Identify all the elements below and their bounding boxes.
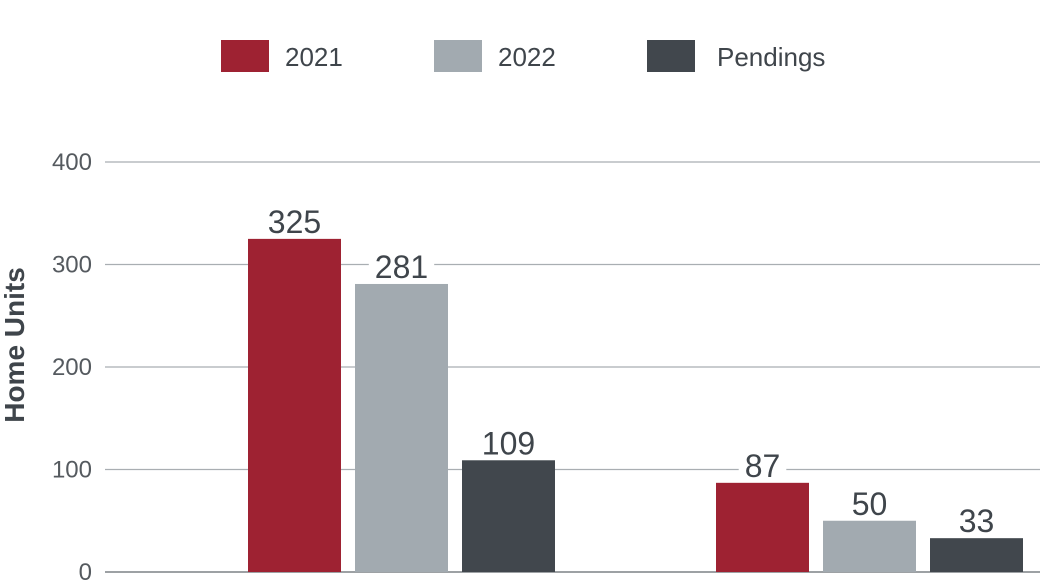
data-label: 109 bbox=[482, 425, 535, 461]
y-tick-label: 0 bbox=[79, 559, 92, 585]
data-label: 33 bbox=[959, 503, 995, 539]
y-axis-label: Home Units bbox=[0, 267, 30, 423]
legend-swatch bbox=[221, 40, 269, 72]
bar bbox=[248, 238, 341, 572]
legend-label: Pendings bbox=[717, 42, 825, 72]
y-tick-label: 400 bbox=[52, 149, 92, 176]
bar bbox=[930, 538, 1023, 572]
data-label: 325 bbox=[268, 204, 321, 240]
legend: 2021 2022 Pendings bbox=[221, 40, 825, 72]
data-label: 281 bbox=[375, 249, 428, 285]
data-label-background bbox=[738, 451, 787, 480]
legend-swatch bbox=[434, 40, 482, 72]
grid-lines bbox=[105, 161, 1040, 573]
data-labels: 325 281 109 87 50 33 bbox=[261, 204, 1001, 539]
bars bbox=[248, 238, 1023, 572]
y-tick-label: 200 bbox=[52, 354, 92, 381]
bar bbox=[716, 482, 809, 572]
y-tick-label: 300 bbox=[52, 252, 92, 279]
y-tick-label: 100 bbox=[52, 457, 92, 484]
data-label-background bbox=[952, 507, 1001, 536]
legend-swatch bbox=[647, 40, 695, 72]
data-label-background bbox=[261, 207, 328, 236]
data-label-background bbox=[368, 252, 435, 281]
data-label-background bbox=[845, 489, 894, 518]
data-label-background bbox=[475, 429, 542, 458]
legend-label: 2021 bbox=[285, 42, 343, 72]
bar bbox=[462, 460, 555, 572]
data-label: 87 bbox=[745, 448, 781, 484]
y-tick-labels: 0 100 200 300 400 bbox=[52, 149, 92, 585]
bar bbox=[823, 520, 916, 572]
data-label: 50 bbox=[852, 486, 888, 522]
legend-label: 2022 bbox=[498, 42, 556, 72]
bar bbox=[355, 283, 448, 572]
